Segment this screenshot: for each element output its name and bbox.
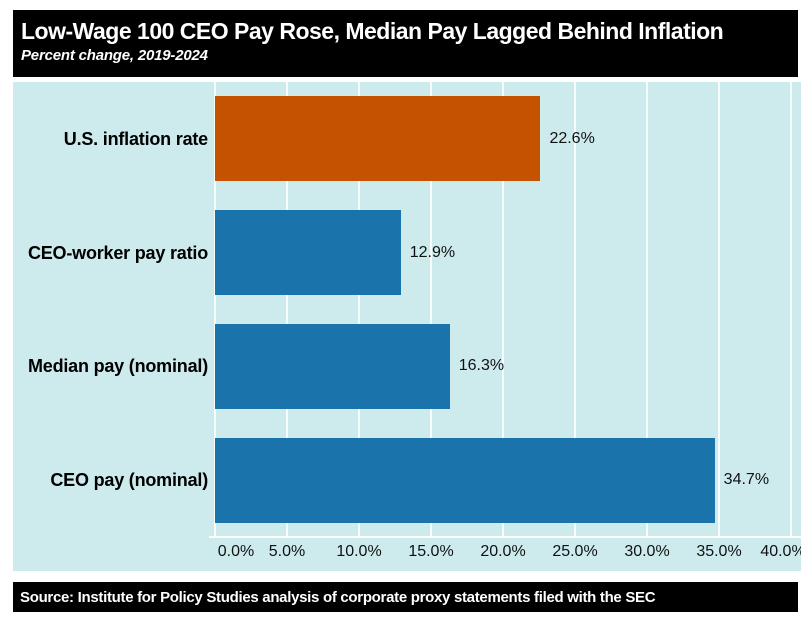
x-tick-label: 40.0% [760,543,801,560]
gridline [214,82,216,537]
value-label: 34.7% [723,471,770,489]
chart-header: Low-Wage 100 CEO Pay Rose, Median Pay La… [13,10,798,77]
gridline [574,82,576,537]
x-tick-label: 30.0% [624,543,670,560]
gridline [790,82,792,537]
category-label: CEO pay (nominal) [50,470,208,491]
x-tick-label: 20.0% [480,543,526,560]
source-note: Source: Institute for Policy Studies ana… [20,588,656,606]
gridline [718,82,720,537]
gridline [502,82,504,537]
x-tick-label: 35.0% [696,543,742,560]
category-label: CEO-worker pay ratio [27,242,208,263]
bar [215,323,450,409]
chart-title: Low-Wage 100 CEO Pay Rose, Median Pay La… [21,18,724,44]
bar [215,437,715,523]
value-label: 16.3% [458,357,505,375]
x-axis-line [209,536,801,538]
value-label: 22.6% [549,129,595,147]
bar [215,210,401,296]
gridline [358,82,360,537]
x-tick-label: 0.0% [217,543,255,560]
gridline [646,82,648,537]
x-tick-label: 25.0% [552,543,598,560]
x-tick-label: 15.0% [408,543,454,560]
chart-footer: Source: Institute for Policy Studies ana… [13,582,798,612]
category-label: U.S. inflation rate [63,128,208,149]
bar [215,96,541,182]
category-label: Median pay (nominal) [27,356,208,377]
value-label: 12.9% [409,243,456,261]
gridline [430,82,432,537]
x-tick-label: 5.0% [268,543,306,560]
chart-panel: U.S. inflation rate 22.6% CEO-worker pay r… [13,82,801,571]
chart-subtitle: Percent change, 2019-2024 [21,47,208,64]
x-tick-label: 10.0% [336,543,382,560]
gridline [286,82,288,537]
